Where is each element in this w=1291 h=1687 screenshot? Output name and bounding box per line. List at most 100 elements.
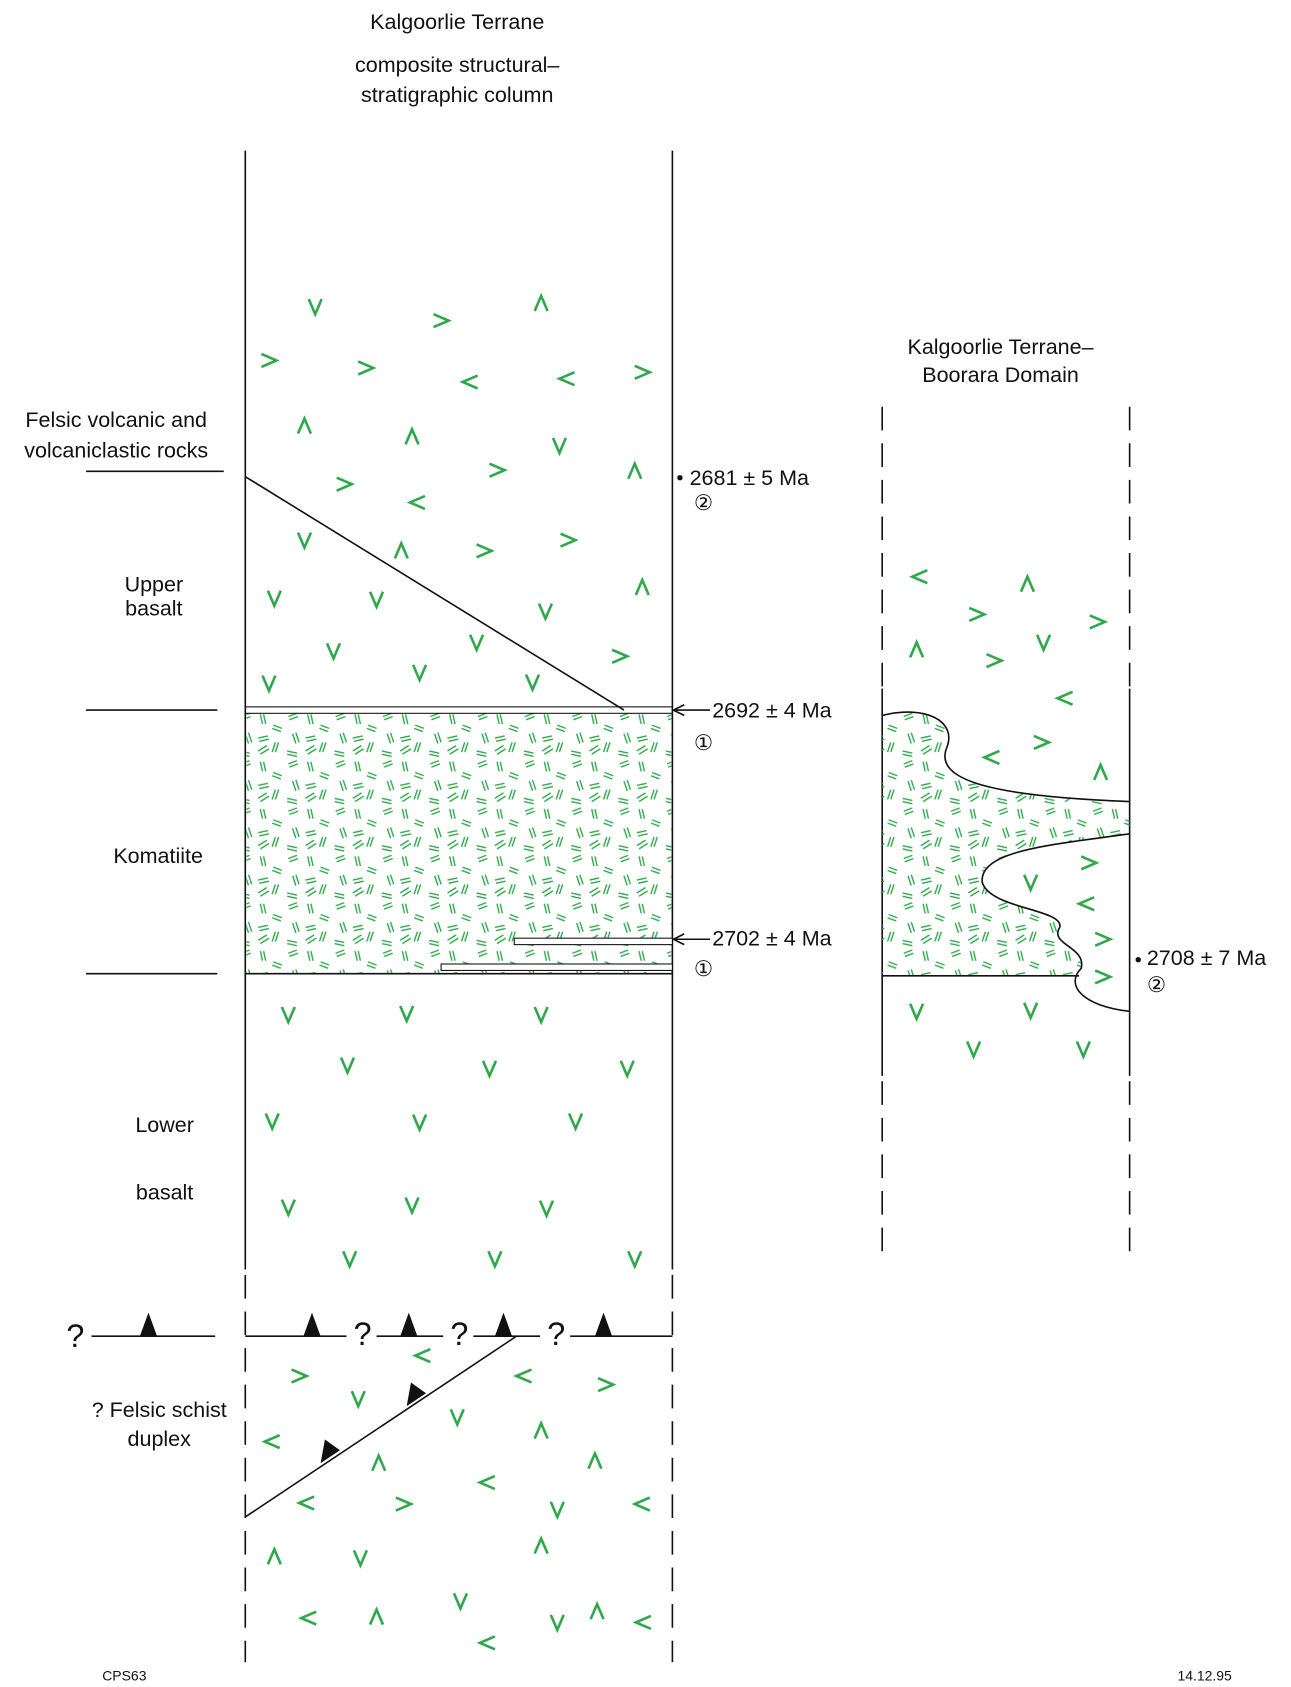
rock-symbol: [370, 592, 383, 607]
rock-symbol: [268, 591, 281, 606]
rock-symbol: [358, 362, 373, 375]
rock-symbol: [636, 580, 649, 595]
rock-symbol: [569, 1114, 582, 1129]
rock-symbol: [1079, 897, 1094, 910]
age: 2702 ± 4 Ma: [712, 927, 831, 951]
question-mark: ?: [66, 1318, 84, 1354]
rock-symbol: [354, 1550, 367, 1565]
age: 2681 ± 5 Ma: [690, 466, 809, 490]
rock-symbol: [1094, 765, 1107, 780]
subtitle: composite structural–: [355, 53, 559, 77]
unit-label: Felsic volcanic and: [25, 408, 207, 432]
rock-symbol: [301, 1612, 316, 1625]
rock-symbol: [635, 1498, 650, 1511]
rock-symbol: [535, 1423, 548, 1438]
rock-symbol: [535, 296, 548, 311]
rock-symbol: [551, 1615, 564, 1630]
rock-symbol: [413, 665, 426, 680]
rock-symbol: [396, 1498, 411, 1511]
rock-symbol: [477, 544, 492, 557]
rock-symbol: [395, 543, 408, 558]
rock-symbol: [282, 1007, 295, 1022]
rock-symbol: [480, 1636, 495, 1649]
side-title: Kalgoorlie Terrane–: [907, 335, 1093, 359]
rock-symbol: [516, 1370, 531, 1383]
rock-symbol: [400, 1006, 413, 1021]
rock-symbol: [451, 1409, 464, 1424]
rock-symbol: [268, 1549, 281, 1564]
question-mark: ?: [547, 1316, 565, 1352]
rock-symbol: [327, 643, 340, 658]
age-ref: ①: [694, 731, 713, 755]
rock-symbol: [912, 570, 927, 583]
rock-symbol: [1024, 875, 1037, 890]
rock-symbol: [910, 1004, 923, 1019]
rock-symbol: [352, 1391, 365, 1406]
rock-symbol: [292, 1370, 307, 1383]
rock-symbol: [628, 464, 641, 479]
age: 2692 ± 4 Ma: [712, 699, 831, 723]
rock-symbol: [343, 1251, 356, 1266]
rock-symbol: [553, 438, 566, 453]
rock-symbol: [413, 1115, 426, 1130]
rock-symbol: [1095, 970, 1110, 983]
rock-symbol: [261, 354, 276, 367]
rock-symbol: [406, 1197, 419, 1212]
rock-symbol: [628, 1251, 641, 1266]
rock-symbol: [1021, 577, 1034, 592]
rock-symbol: [372, 1456, 385, 1471]
rock-symbol: [341, 1058, 354, 1073]
rock-symbol: [490, 464, 505, 477]
rock-symbol: [263, 676, 276, 691]
rock-symbol: [309, 299, 322, 314]
diagram: Kalgoorlie Terrane composite structural–…: [0, 0, 1291, 1687]
rock-symbol: [1081, 856, 1096, 869]
unit-label: volcaniclastic rocks: [24, 438, 208, 462]
rock-symbol: [1024, 1003, 1037, 1018]
rock-symbol: [1095, 933, 1110, 946]
rock-symbol: [370, 1609, 383, 1624]
rock-symbol: [591, 1604, 604, 1619]
unit-label: Lower: [135, 1113, 194, 1137]
rock-symbol: [298, 533, 311, 548]
question-mark: ?: [354, 1316, 372, 1352]
title: Kalgoorlie Terrane: [370, 10, 544, 34]
footer-code: CPS63: [102, 1667, 146, 1683]
rock-symbol: [410, 496, 425, 509]
rock-symbol: [415, 1349, 430, 1362]
unit-label: Upper: [125, 573, 184, 597]
rock-symbol: [282, 1200, 295, 1215]
rock-symbol: [298, 419, 311, 434]
footer-date: 14.12.95: [1177, 1667, 1232, 1683]
age-ref: ②: [694, 491, 713, 515]
rock-symbol: [551, 1502, 564, 1517]
rock-symbol: [265, 1435, 280, 1448]
question-mark: ?: [450, 1316, 468, 1352]
rock-symbol: [480, 1476, 495, 1489]
rock-symbol: [612, 650, 627, 663]
rock-symbol: [1058, 692, 1073, 705]
rock-symbol: [540, 1201, 553, 1216]
unit-label: duplex: [128, 1427, 192, 1451]
rock-symbol: [454, 1593, 467, 1608]
rock-symbol: [598, 1378, 613, 1391]
age: 2708 ± 7 Ma: [1147, 946, 1266, 970]
age-ref: ①: [694, 957, 713, 981]
rock-symbol: [1090, 615, 1105, 628]
rock-symbol: [266, 1114, 279, 1129]
unit-label: basalt: [125, 596, 182, 620]
rock-symbol: [535, 1538, 548, 1553]
rock-symbol: [299, 1497, 314, 1510]
rock-symbol: [621, 1061, 634, 1076]
side-title: Boorara Domain: [922, 363, 1079, 387]
rock-symbol: [635, 366, 650, 379]
rock-symbol: [1037, 635, 1050, 650]
rock-symbol: [1034, 736, 1049, 749]
subtitle: stratigraphic column: [361, 83, 553, 107]
rock-symbol: [483, 1061, 496, 1076]
unit-label: basalt: [136, 1181, 193, 1205]
rock-symbol: [967, 1041, 980, 1056]
rock-symbol: [636, 1616, 651, 1629]
rock-symbol: [337, 478, 352, 491]
rock-symbol: [470, 635, 483, 650]
